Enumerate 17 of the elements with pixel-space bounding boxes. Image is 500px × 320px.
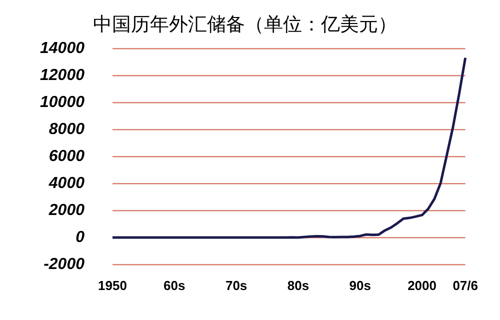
chart-title: 中国历年外汇储备（单位：亿美元）: [93, 13, 397, 36]
y-tick-label: 4000: [48, 174, 85, 192]
x-tick-label: 2000: [408, 278, 436, 293]
x-tick-label: 80s: [287, 278, 310, 293]
y-tick-label: 8000: [48, 121, 85, 138]
y-tick-label: 10000: [40, 94, 85, 112]
x-tick-label: 1950: [98, 278, 127, 293]
y-tick-label: 14000: [40, 40, 85, 58]
y-tick-label: -2000: [44, 256, 85, 273]
y-tick-label: 0: [76, 228, 85, 246]
y-tick-label: 12000: [40, 67, 85, 84]
x-tick-label: 07/6: [452, 278, 478, 293]
x-tick-label: 70s: [225, 278, 248, 293]
x-tick-label: 60s: [164, 278, 186, 293]
x-tick-label: 90s: [349, 278, 371, 293]
y-tick-label: 6000: [48, 148, 85, 166]
y-tick-label: 2000: [48, 202, 85, 219]
